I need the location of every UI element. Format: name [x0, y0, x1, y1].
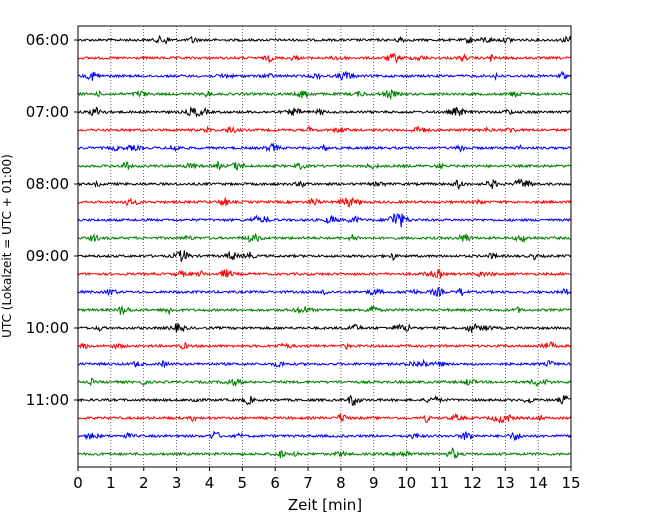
trace-1115 [77, 412, 572, 424]
x-axis-label: Zeit [min] [288, 496, 362, 514]
x-tick-label: 10 [397, 474, 416, 492]
trace-1000 [77, 322, 571, 333]
trace-1015 [77, 340, 572, 350]
trace-0800 [77, 178, 571, 191]
trace-1145 [77, 447, 572, 459]
trace-0745 [77, 160, 571, 171]
x-tick-label: 1 [106, 474, 116, 492]
trace-0645 [77, 89, 572, 101]
trace-0830 [77, 212, 571, 228]
x-tick-label: 9 [369, 474, 379, 492]
seismic-traces [77, 34, 572, 459]
trace-1045 [77, 377, 572, 387]
trace-1130 [77, 430, 572, 442]
y-tick-label: 06:00 [26, 31, 69, 49]
y-tick-label: 08:00 [26, 175, 69, 193]
x-axis-ticks: 0 1 2 3 4 5 6 7 8 9 10 11 12 13 14 15 [73, 467, 581, 492]
x-tick-label: 13 [496, 474, 515, 492]
trace-0930 [77, 286, 572, 297]
x-tick-label: 6 [270, 474, 280, 492]
y-tick-label: 11:00 [26, 391, 69, 409]
trace-0700 [77, 105, 571, 118]
x-tick-label: 3 [172, 474, 182, 492]
trace-0730 [77, 142, 571, 153]
x-tick-label: 7 [303, 474, 313, 492]
x-tick-label: 11 [430, 474, 449, 492]
x-tick-label: 4 [205, 474, 215, 492]
trace-0615 [77, 52, 571, 64]
trace-0715 [77, 125, 572, 134]
y-axis-ticks: 06:00 07:00 08:00 09:00 10:00 11:00 [26, 31, 78, 409]
x-tick-label: 5 [238, 474, 248, 492]
trace-0815 [77, 196, 572, 208]
x-tick-label: 14 [529, 474, 548, 492]
trace-0845 [77, 232, 571, 243]
x-tick-label: 2 [139, 474, 149, 492]
trace-0600 [77, 34, 572, 45]
trace-0945 [77, 304, 571, 316]
x-tick-label: 15 [561, 474, 580, 492]
y-tick-label: 10:00 [26, 319, 69, 337]
x-tick-label: 0 [73, 474, 83, 492]
y-tick-label: 09:00 [26, 247, 69, 265]
trace-0915 [77, 269, 571, 279]
trace-0630 [77, 70, 572, 81]
x-tick-label: 12 [463, 474, 482, 492]
y-axis-label: UTC (Lokalzeit = UTC + 01:00) [0, 154, 14, 338]
trace-0900 [77, 250, 572, 262]
y-tick-label: 07:00 [26, 103, 69, 121]
plot-frame [77, 25, 572, 468]
trace-1100 [77, 394, 571, 406]
trace-1030 [77, 358, 571, 369]
x-tick-label: 8 [336, 474, 346, 492]
